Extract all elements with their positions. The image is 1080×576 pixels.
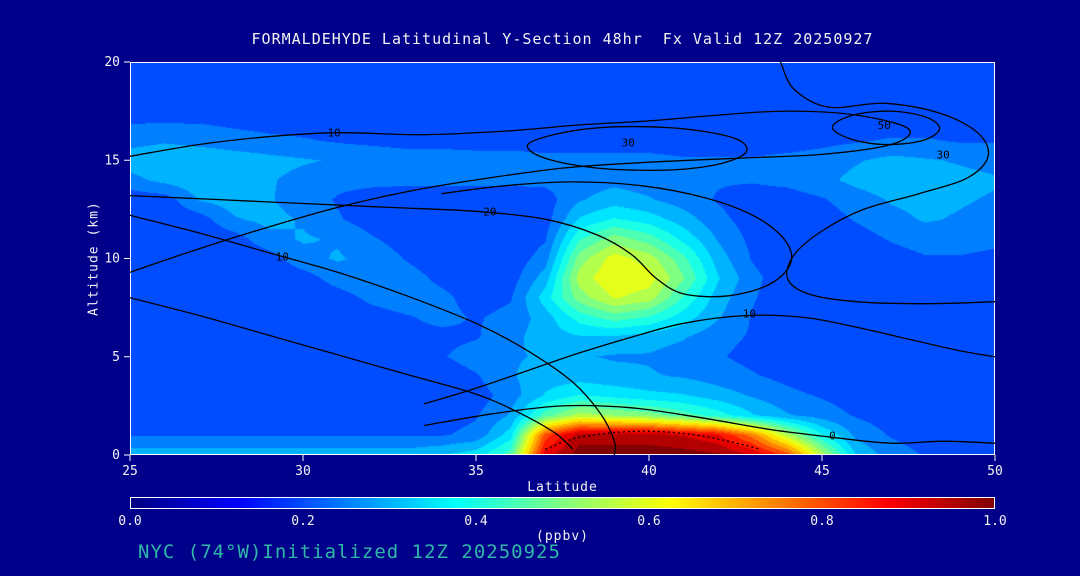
colorbar-tick-label: 1.0 — [983, 514, 1006, 529]
colorbar-tick-label: 0.2 — [291, 514, 314, 529]
x-tick-label: 45 — [814, 464, 830, 479]
run-info-footer: NYC (74°W)Initialized 12Z 20250925 — [138, 541, 561, 563]
colorbar-tick-label: 0.4 — [464, 514, 488, 529]
x-tick-label: 25 — [122, 464, 138, 479]
heatmap-canvas — [130, 62, 995, 455]
x-tick-label: 35 — [468, 464, 484, 479]
colorbar-units-label: (ppbv) — [536, 529, 589, 544]
x-tick-label: 50 — [987, 464, 1003, 479]
y-axis-label: Altitude (km) — [86, 201, 102, 316]
y-tick-label: 5 — [112, 350, 120, 365]
chart-title: FORMALDEHYDE Latitudinal Y-Section 48hr … — [251, 30, 874, 48]
y-tick-label: 20 — [104, 55, 120, 70]
colorbar-tick-label: 0.8 — [810, 514, 833, 529]
y-tick-label: 0 — [112, 448, 120, 463]
x-tick-label: 40 — [641, 464, 657, 479]
y-tick-label: 15 — [104, 153, 120, 168]
y-tick-label: 10 — [104, 252, 120, 267]
x-tick-label: 30 — [295, 464, 311, 479]
x-axis-label: Latitude — [527, 480, 598, 495]
colorbar-tick-label: 0.0 — [118, 514, 141, 529]
colorbar-canvas — [130, 498, 995, 508]
colorbar-tick-label: 0.6 — [637, 514, 660, 529]
